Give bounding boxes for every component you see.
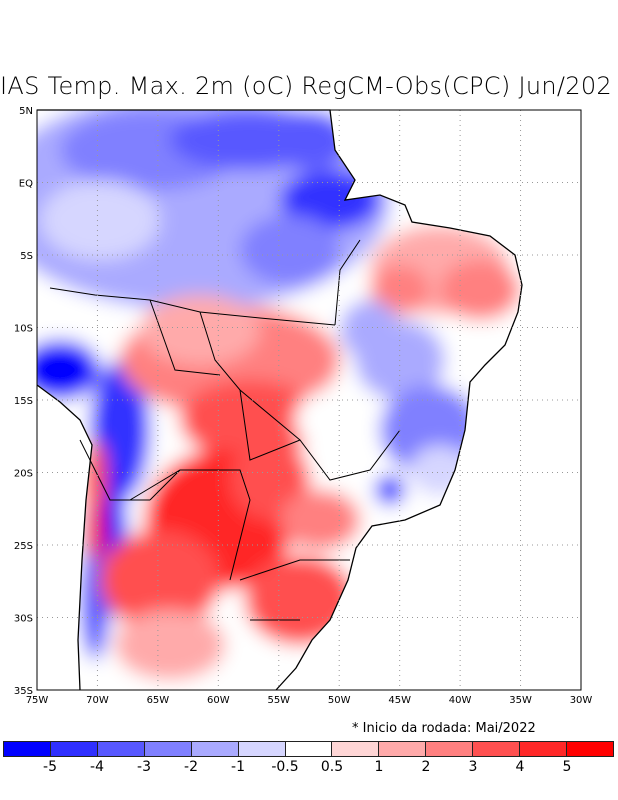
colorbar-swatch [473, 742, 521, 756]
lon-label: 65W [147, 695, 170, 706]
colorbar-swatch [520, 742, 568, 756]
colorbar-swatch [285, 742, 333, 756]
lon-label: 55W [267, 695, 290, 706]
anomaly-region [180, 380, 320, 460]
lon-label: 30W [570, 695, 593, 706]
colorbar-label: 3 [468, 759, 478, 775]
colorbar-label: 5 [562, 759, 572, 775]
colorbar [3, 741, 614, 757]
colorbar-label: -0.5 [271, 759, 299, 775]
lon-label: 75W [26, 695, 49, 706]
anomaly-region [240, 215, 340, 285]
gridlines [37, 110, 581, 690]
lon-label: 70W [86, 695, 109, 706]
lat-label: 25S [14, 541, 33, 552]
colorbar-swatch [191, 742, 239, 756]
colorbar-swatch [332, 742, 380, 756]
anomaly-region [100, 530, 220, 630]
colorbar-swatch [426, 742, 474, 756]
colorbar-label: -4 [90, 759, 104, 775]
borders [49, 239, 401, 621]
lat-label: 5S [20, 251, 33, 262]
lon-label: 40W [449, 695, 472, 706]
colorbar-swatch [567, 742, 613, 756]
lat-label: 35S [14, 686, 33, 697]
lat-label: 15S [14, 396, 33, 407]
colorbar-swatch [4, 742, 51, 756]
colorbar-swatch [144, 742, 192, 756]
map-frame [36, 109, 582, 691]
lat-label: 30S [14, 614, 33, 625]
anomaly-region [340, 300, 400, 360]
lat-label: EQ [19, 179, 33, 190]
anomaly-region [375, 475, 405, 505]
lat-label: 5N [19, 106, 33, 117]
coastline [36, 109, 523, 691]
anomaly-region [295, 390, 365, 450]
anomaly-region [440, 260, 520, 320]
anomaly-region [280, 490, 360, 550]
lon-label: 45W [388, 695, 411, 706]
lat-label: 20S [14, 469, 33, 480]
anomaly-region [140, 295, 260, 365]
lon-label: 60W [207, 695, 230, 706]
colorbar-label: -2 [184, 759, 198, 775]
anomaly-region [115, 610, 225, 680]
colorbar-label: -5 [43, 759, 57, 775]
lon-label: 50W [328, 695, 351, 706]
anomaly-region [85, 500, 105, 560]
colorbar-swatch [50, 742, 98, 756]
lat-label: 10S [14, 324, 33, 335]
colorbar-label: 2 [421, 759, 431, 775]
colorbar-label: 1 [374, 759, 384, 775]
lon-label: 35W [509, 695, 532, 706]
colorbar-label: -1 [231, 759, 245, 775]
map-title: IAS Temp. Max. 2m (oC) RegCM-Obs(CPC) Ju… [0, 72, 612, 100]
anomaly-field [37, 110, 522, 690]
anomaly-region [40, 180, 160, 260]
colorbar-swatch [379, 742, 427, 756]
colorbar-label: 4 [515, 759, 525, 775]
run-start-note: * Inicio da rodada: Mai/2022 [352, 721, 536, 736]
anomaly-region [37, 340, 100, 400]
anomaly-map: 5N EQ 5S 10S 15S 20S 25S 30S 35S 75W 70W 65W 60W 55W… [14, 106, 593, 706]
anomaly-region [270, 110, 350, 170]
colorbar-swatch [97, 742, 145, 756]
colorbar-swatch [238, 742, 286, 756]
colorbar-label: -3 [137, 759, 151, 775]
colorbar-label: 0.5 [320, 759, 344, 775]
